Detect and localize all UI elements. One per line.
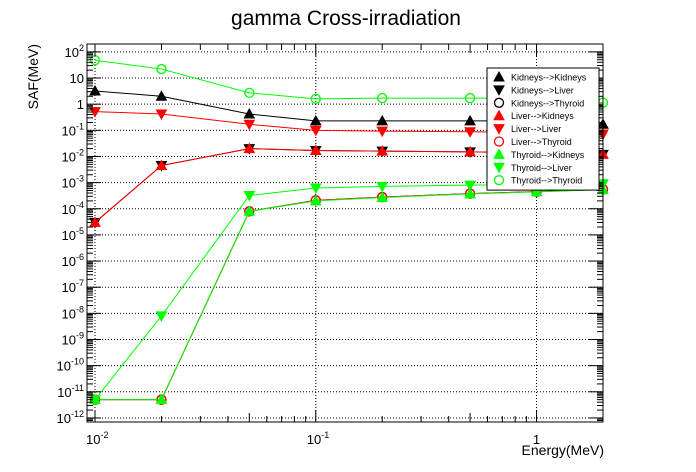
legend-marker bbox=[493, 162, 505, 174]
x-tick-label: 1 bbox=[533, 432, 540, 447]
data-point bbox=[155, 109, 168, 121]
legend-label: Liver-->Kidneys bbox=[511, 111, 574, 121]
y-tick-label: 102 bbox=[65, 43, 84, 60]
x-tick-label: 10-2 bbox=[86, 430, 108, 447]
data-point bbox=[309, 194, 322, 206]
data-point bbox=[464, 180, 476, 192]
data-point bbox=[376, 181, 389, 193]
y-tick-label: 10-3 bbox=[62, 174, 84, 191]
legend-label: Thyroid-->Kidneys bbox=[511, 150, 585, 160]
legend-label: Thyroid-->Thyroid bbox=[511, 176, 582, 186]
y-tick-label: 10-8 bbox=[62, 304, 84, 321]
data-point bbox=[156, 63, 167, 75]
data-point bbox=[155, 311, 168, 322]
legend-marker bbox=[493, 109, 505, 121]
y-tick-label: 10-7 bbox=[62, 278, 84, 295]
y-axis-label: SAF(MeV) bbox=[25, 44, 41, 109]
y-tick-label: 10-12 bbox=[57, 409, 84, 426]
legend-marker bbox=[493, 97, 505, 108]
data-point bbox=[243, 107, 256, 119]
legend-marker bbox=[493, 85, 505, 96]
data-point bbox=[309, 183, 322, 195]
data-point bbox=[376, 145, 389, 156]
data-point bbox=[464, 92, 476, 104]
legend-marker bbox=[493, 70, 505, 82]
axes: 10-2 10-1 110210110-110-210-310-410-510-61… bbox=[57, 43, 604, 447]
legend-marker bbox=[493, 124, 505, 135]
y-tick-label: 10-11 bbox=[57, 383, 84, 400]
legend-marker bbox=[493, 136, 505, 147]
data-point bbox=[464, 127, 476, 138]
legend-marker bbox=[493, 148, 505, 159]
legend-label: Kidneys-->Liver bbox=[511, 85, 574, 95]
data-point bbox=[377, 92, 388, 104]
y-tick-label: 10 bbox=[70, 71, 84, 86]
data-point bbox=[155, 393, 168, 405]
x-tick-label: 10-1 bbox=[307, 430, 329, 447]
data-point bbox=[243, 142, 256, 154]
data-point bbox=[309, 125, 322, 137]
data-point bbox=[530, 185, 543, 197]
y-tick-label: 10-4 bbox=[62, 200, 84, 217]
y-tick-label: 10-9 bbox=[62, 331, 84, 348]
legend-label: Liver-->Liver bbox=[511, 124, 561, 134]
data-point bbox=[464, 145, 476, 157]
data-point bbox=[89, 84, 101, 96]
y-tick-label: 10-1 bbox=[62, 121, 84, 138]
data-point bbox=[243, 205, 256, 216]
x-axis-label: Energy(MeV) bbox=[522, 442, 604, 458]
y-tick-label: 10-5 bbox=[62, 226, 84, 243]
data-point bbox=[155, 159, 168, 171]
data-point bbox=[376, 191, 389, 202]
legend-label: Liver-->Thyroid bbox=[511, 137, 572, 147]
data-point bbox=[155, 90, 168, 101]
chart-title: gamma Cross-irradiation bbox=[231, 7, 461, 30]
series-line bbox=[94, 189, 604, 401]
data-point bbox=[310, 93, 321, 104]
y-tick-label: 10-10 bbox=[57, 357, 84, 374]
legend-marker bbox=[493, 175, 505, 186]
legend-box bbox=[486, 67, 600, 191]
data-point bbox=[243, 119, 256, 131]
data-point bbox=[243, 191, 256, 202]
y-tick-label: 10-6 bbox=[62, 252, 84, 269]
y-tick-label: 10-2 bbox=[62, 147, 84, 164]
legend-label: Thyroid-->Liver bbox=[511, 163, 572, 173]
data-point bbox=[376, 114, 389, 126]
y-tick-label: 1 bbox=[77, 97, 84, 112]
data-point bbox=[464, 187, 476, 199]
data-point bbox=[464, 114, 476, 126]
legend-label: Kidneys-->Thyroid bbox=[511, 98, 584, 108]
data-point bbox=[309, 114, 322, 126]
legend: Kidneys-->Kidneys Kidneys-->Liver Kidneys-… bbox=[486, 67, 600, 191]
legend-label: Kidneys-->Kidneys bbox=[511, 73, 587, 83]
data-point bbox=[244, 87, 255, 99]
data-point bbox=[376, 126, 389, 138]
plot-frame bbox=[86, 43, 604, 423]
data-point bbox=[309, 144, 322, 155]
